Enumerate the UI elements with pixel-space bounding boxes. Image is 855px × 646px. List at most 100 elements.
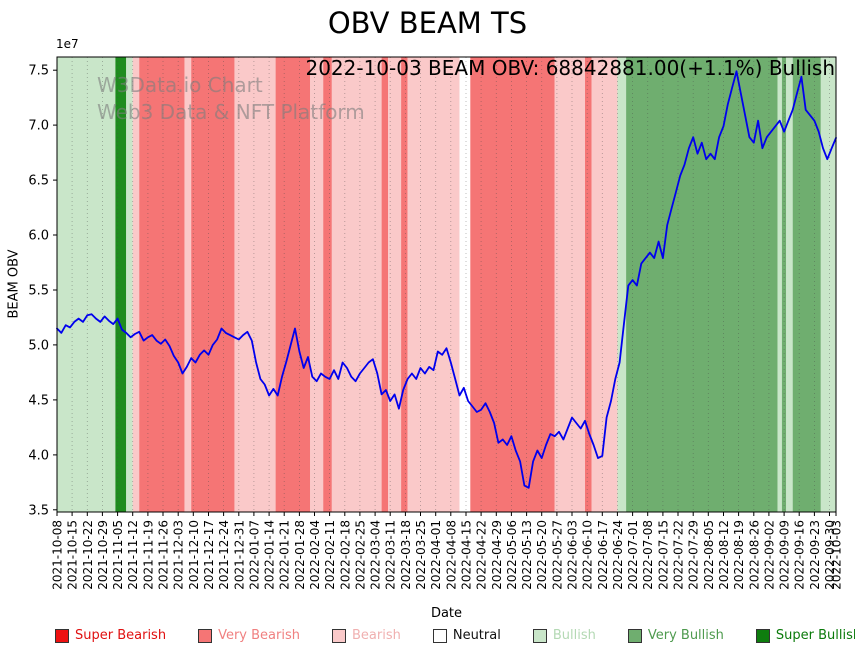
sentiment-band-bearish	[331, 57, 382, 512]
sentiment-band-very_bearish	[139, 57, 185, 512]
y-tick-label: 7.0	[28, 119, 49, 134]
legend-label: Bullish	[552, 628, 596, 643]
x-tick-label: 2022-02-04	[308, 520, 322, 590]
x-tick-label: 2022-04-22	[475, 520, 489, 590]
sentiment-band-bearish	[310, 57, 324, 512]
x-tick-label: 2022-02-25	[353, 520, 367, 590]
legend-label: Neutral	[452, 628, 501, 643]
y-tick-label: 3.5	[28, 503, 49, 518]
y-tick-label: 7.5	[28, 64, 49, 79]
x-tick-label: 2022-03-25	[414, 520, 428, 590]
legend-item-very-bearish: Very Bearish	[198, 628, 300, 643]
x-tick-label: 2022-03-11	[384, 520, 398, 590]
legend-item-super-bullish: Super Bullish	[755, 628, 855, 643]
x-tick-label: 2022-04-15	[460, 520, 474, 590]
sentiment-band-bearish	[407, 57, 460, 512]
x-tick-label: 2022-09-09	[778, 520, 792, 590]
legend-label: Super Bearish	[75, 628, 167, 643]
sentiment-band-bearish	[554, 57, 585, 512]
sentiment-band-bullish	[617, 57, 627, 512]
sentiment-band-bearish	[184, 57, 192, 512]
y-tick-label: 6.0	[28, 229, 49, 244]
sentiment-band-bearish	[132, 57, 140, 512]
sentiment-band-very_bullish	[626, 57, 778, 512]
y-tick-label: 4.5	[28, 393, 49, 408]
sentiment-band-very_bearish	[323, 57, 332, 512]
x-tick-label: 2022-03-18	[399, 520, 413, 590]
x-tick-label: 2022-06-03	[566, 520, 580, 590]
legend-label: Super Bullish	[775, 628, 855, 643]
sentiment-band-neutral	[459, 57, 471, 512]
legend-item-very-bullish: Very Bullish	[627, 628, 724, 643]
x-tick-label: 2022-01-07	[247, 520, 261, 590]
sentiment-band-very_bearish	[401, 57, 408, 512]
legend-swatch	[627, 628, 642, 643]
sentiment-band-bullish	[777, 57, 782, 512]
x-tick-label: 2022-01-21	[278, 520, 292, 590]
x-tick-label: 2021-10-15	[66, 520, 80, 590]
x-tick-label: 2022-07-15	[656, 520, 670, 590]
sentiment-band-bearish	[234, 57, 276, 512]
x-tick-label: 2022-10-03	[830, 520, 844, 590]
x-tick-label: 2022-07-29	[687, 520, 701, 590]
x-tick-label: 2022-05-06	[505, 520, 519, 590]
x-tick-label: 2021-11-19	[141, 520, 155, 590]
x-tick-label: 2022-06-10	[581, 520, 595, 590]
x-tick-label: 2021-12-24	[217, 520, 231, 590]
legend-label: Bearish	[351, 628, 401, 643]
x-tick-label: 2022-06-24	[611, 520, 625, 590]
sentiment-band-very_bullish	[781, 57, 787, 512]
legend-swatch	[532, 628, 547, 643]
x-tick-label: 2021-11-12	[126, 520, 140, 590]
x-tick-label: 2022-07-08	[641, 520, 655, 590]
legend-item-neutral: Neutral	[432, 628, 501, 643]
sentiment-legend: Super Bearish Very Bearish Bearish Neutral B…	[55, 628, 855, 643]
watermark-line-1: W3Data.io Chart	[97, 73, 263, 97]
x-tick-label: 2021-10-29	[96, 520, 110, 590]
x-tick-label: 2022-02-18	[338, 520, 352, 590]
obv-annotation: 2022-10-03 BEAM OBV: 68842881.00(+1.1%) …	[305, 56, 835, 80]
x-tick-label: 2022-08-05	[702, 520, 716, 590]
x-tick-label: 2021-11-26	[157, 520, 171, 590]
x-tick-label: 2021-12-03	[172, 520, 186, 590]
sentiment-band-very_bearish	[470, 57, 555, 512]
x-tick-label: 2021-12-10	[187, 520, 201, 590]
x-tick-label: 2022-08-12	[717, 520, 731, 590]
y-axis-label: BEAM OBV	[6, 249, 22, 319]
x-tick-label: 2022-03-04	[369, 520, 383, 590]
plot-border	[56, 56, 837, 513]
x-tick-label: 2022-08-19	[732, 520, 746, 590]
x-tick-label: 2022-05-27	[550, 520, 564, 590]
x-tick-label: 2022-04-29	[490, 520, 504, 590]
x-axis-label: Date	[430, 606, 463, 621]
legend-swatch	[198, 628, 213, 643]
y-tick-label: 5.5	[28, 284, 49, 299]
x-tick-label: 2021-10-22	[81, 520, 95, 590]
legend-label: Very Bullish	[647, 628, 724, 643]
watermark-line-2: Web3 Data & NFT Platform	[97, 100, 365, 124]
legend-swatch	[55, 628, 69, 643]
legend-swatch	[331, 628, 346, 643]
legend-swatch	[755, 628, 770, 643]
x-tick-label: 2022-09-16	[793, 520, 807, 590]
chart-title: OBV BEAM TS	[327, 6, 528, 40]
x-tick-label: 2022-05-13	[520, 520, 534, 590]
x-tick-label: 2021-10-08	[51, 520, 65, 590]
watermark: W3Data.io Chart Web3 Data & NFT Platform	[97, 72, 365, 126]
sentiment-band-very_bearish	[585, 57, 592, 512]
sentiment-band-bullish	[126, 57, 133, 512]
x-tick-label: 2021-12-17	[202, 520, 216, 590]
x-tick-label: 2022-01-14	[263, 520, 277, 590]
sentiment-band-very_bearish	[191, 57, 235, 512]
x-tick-label: 2022-08-26	[747, 520, 761, 590]
x-tick-label: 2022-06-17	[596, 520, 610, 590]
x-tick-label: 2022-09-23	[808, 520, 822, 590]
legend-label: Very Bearish	[218, 628, 300, 643]
y-axis-offset-label: 1e7	[56, 37, 79, 51]
sentiment-band-very_bullish	[792, 57, 821, 512]
x-tick-label: 2022-04-01	[429, 520, 443, 590]
x-tick-label: 2022-01-28	[293, 520, 307, 590]
y-tick-label: 6.5	[28, 174, 49, 189]
